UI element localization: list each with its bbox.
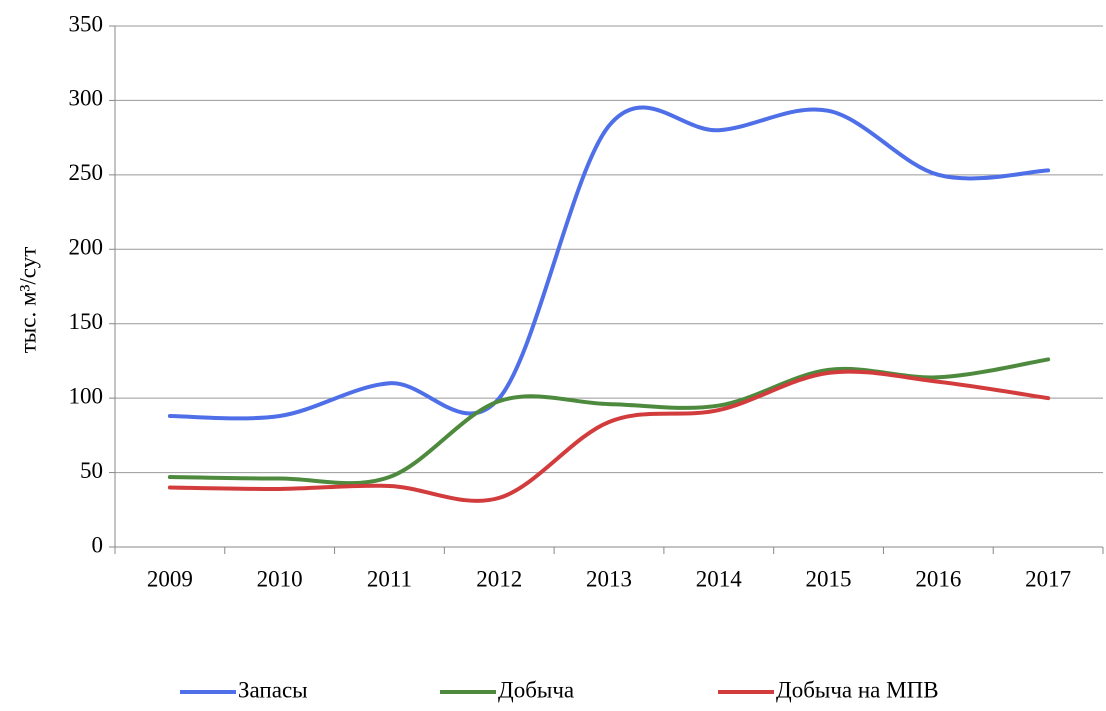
y-tick-label: 350	[69, 11, 104, 36]
x-tick-label: 2010	[257, 566, 303, 591]
series-line	[167, 105, 1051, 421]
y-tick-label: 0	[92, 532, 104, 557]
x-tick-label: 2012	[476, 566, 522, 591]
y-tick-label: 300	[69, 86, 104, 111]
series-line	[167, 369, 1051, 503]
x-tick-label: 2011	[367, 566, 412, 591]
x-tick-label: 2013	[586, 566, 632, 591]
legend-label: Добыча	[498, 677, 574, 702]
y-tick-label: 100	[69, 383, 104, 408]
y-tick-label: 150	[69, 309, 104, 334]
x-tick-label: 2009	[147, 566, 193, 591]
y-tick-label: 250	[69, 160, 104, 185]
legend-label: Добыча на МПВ	[776, 677, 939, 702]
x-tick-label: 2016	[915, 566, 961, 591]
y-axis-label: тыс. м³/сут	[15, 247, 40, 354]
x-tick-label: 2015	[806, 566, 852, 591]
y-tick-label: 200	[69, 235, 104, 260]
x-tick-label: 2014	[696, 566, 743, 591]
x-tick-label: 2017	[1025, 566, 1071, 591]
legend-label: Запасы	[238, 677, 308, 702]
y-tick-label: 50	[80, 458, 103, 483]
